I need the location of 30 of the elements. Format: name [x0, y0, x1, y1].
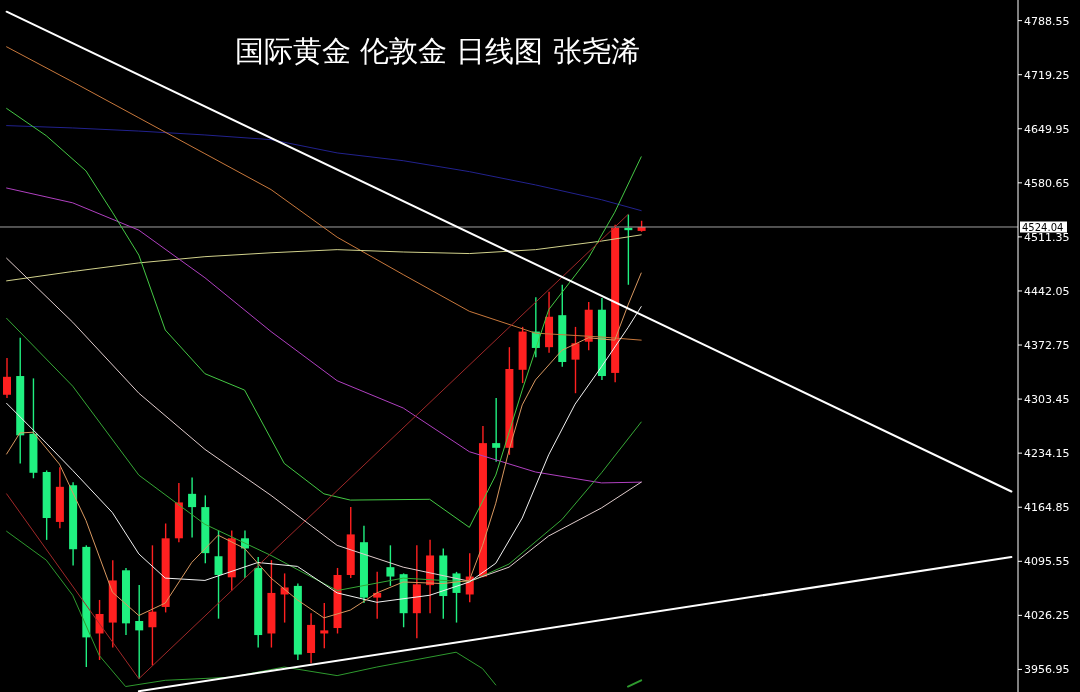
y-tick-label: 4719.25: [1024, 68, 1070, 82]
candlestick: [135, 584, 144, 680]
candlestick: [320, 602, 329, 650]
candlestick: [492, 397, 501, 463]
y-tick-label: 4511.35: [1024, 230, 1070, 244]
y-tick-label: 4372.75: [1024, 338, 1070, 352]
line-series: [6, 107, 642, 528]
line-series: [6, 187, 642, 484]
line-series: [6, 125, 642, 212]
y-tick-label: 4234.15: [1024, 447, 1070, 461]
y-tick-label: 4164.85: [1024, 501, 1070, 515]
candlestick: [373, 571, 382, 620]
y-tick-label: 4649.95: [1024, 122, 1070, 136]
candlestick: [571, 326, 580, 394]
line-series: [6, 234, 642, 282]
y-tick-label: 4442.05: [1024, 284, 1070, 298]
text: 国际黄金 伦敦金 日线图 张尧浠: [235, 33, 640, 70]
y-tick-label: 4095.55: [1024, 555, 1070, 569]
y-tick-label: 3956.95: [1024, 663, 1070, 677]
y-tick-label: 4580.65: [1024, 176, 1070, 190]
y-tick-label: 4788.55: [1024, 14, 1070, 28]
candlestick: [214, 529, 223, 620]
ref-line-label: 4524.04: [1022, 221, 1064, 233]
candlestick: [188, 476, 197, 539]
candlestick: [3, 357, 11, 399]
candlestick: [386, 544, 395, 587]
candlestick: [148, 544, 157, 667]
line-series: [6, 530, 497, 688]
y-tick-label: 4303.45: [1024, 392, 1070, 406]
y-tick-label: 4026.25: [1024, 609, 1070, 623]
